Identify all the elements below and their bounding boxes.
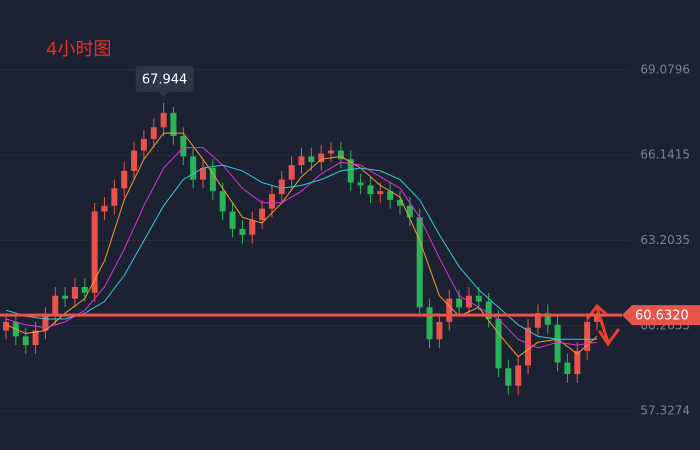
candle-body [328, 150, 335, 154]
chart-title: 4小时图 [46, 39, 111, 60]
candle-body [71, 287, 78, 299]
candle-body [475, 295, 482, 302]
peak-tooltip-pointer [158, 91, 169, 97]
candle-body [91, 211, 98, 293]
candle-body [426, 307, 433, 340]
candle-body [436, 321, 443, 340]
candle-body [259, 208, 266, 221]
candle-body [209, 167, 216, 192]
candle-body [534, 313, 541, 328]
candle-body [387, 191, 394, 200]
candle-body [594, 315, 600, 322]
candle-body [121, 170, 128, 189]
candle-body [3, 321, 9, 331]
candle-body [357, 182, 364, 186]
candle-body [150, 127, 157, 139]
candle-body [397, 199, 403, 206]
candle-body [377, 191, 384, 195]
candle-body [416, 217, 423, 308]
candle-body [160, 112, 167, 128]
candle-body [81, 287, 88, 293]
price-label: 60.6320 [635, 309, 689, 324]
candle-body [337, 150, 344, 160]
candle-body [200, 167, 206, 180]
candle-body [456, 298, 463, 308]
candle-body [239, 228, 246, 235]
candle-body [111, 188, 118, 206]
candle-body [308, 156, 315, 163]
candle-body [515, 365, 522, 386]
peak-tooltip [135, 65, 194, 92]
candle-body [22, 336, 29, 346]
candle-body [485, 301, 492, 319]
candle-body [32, 330, 39, 346]
y-tick-label: 57.3274 [640, 404, 690, 418]
candle-body [367, 185, 374, 195]
candle-body [318, 153, 325, 163]
candle-body [249, 220, 256, 235]
candle-body [52, 295, 59, 317]
candle-body [298, 156, 305, 166]
candle-body [268, 194, 275, 209]
y-tick-label: 69.0796 [640, 62, 690, 76]
plot [3, 102, 600, 395]
candle-body [229, 211, 236, 229]
candle-body [131, 150, 138, 171]
candle-body [574, 350, 581, 375]
ma-line [5, 132, 598, 358]
candle-body [564, 362, 571, 375]
candle-body [347, 159, 354, 183]
candle-body [42, 316, 49, 331]
price-tag [622, 305, 700, 326]
candle-body [584, 321, 591, 351]
candle-body [288, 165, 295, 180]
candle-body [446, 298, 453, 322]
ma-line [5, 147, 598, 349]
candle-body [505, 368, 512, 386]
peak-label: 67.944 [142, 72, 188, 87]
candle-body [525, 327, 532, 366]
candle-body [495, 318, 502, 369]
candle-body [180, 136, 187, 157]
candle-body [544, 313, 551, 325]
y-tick-label: 66.1415 [640, 148, 690, 162]
candle-body [219, 191, 226, 212]
candle-body [554, 324, 561, 363]
candle-body [406, 205, 413, 218]
candle-body [101, 205, 108, 212]
y-tick-label: 63.2035 [640, 233, 690, 247]
ma-line [5, 164, 597, 340]
candle-body [170, 112, 177, 137]
candle-body [190, 156, 197, 180]
candle-body [278, 179, 285, 195]
candle-body [140, 138, 147, 151]
candle-body [62, 295, 69, 299]
